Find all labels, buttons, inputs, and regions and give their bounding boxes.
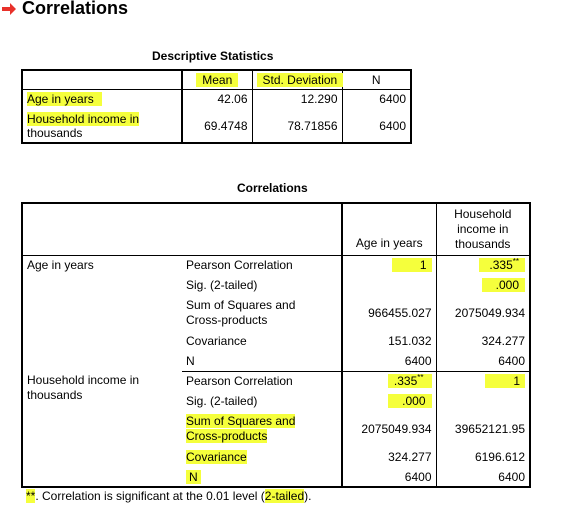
corr-cell-age — [342, 275, 437, 295]
corr-cell-income: 6400 — [436, 351, 531, 372]
stat-label: Sig. (2-tailed) — [182, 275, 343, 295]
desc-row-label: Household income in thousands — [22, 109, 183, 143]
desc-header-n: N — [342, 70, 412, 90]
desc-row-mean: 42.06 — [182, 89, 253, 109]
correlations-caption: Correlations — [237, 181, 308, 195]
corr-cell-income: 324.277 — [436, 331, 531, 351]
corr-cell-income — [436, 391, 531, 411]
desc-row-label: Age in years — [22, 89, 183, 109]
stat-label: Pearson Correlation — [182, 255, 343, 275]
corr-row-variable: Age in years — [27, 257, 94, 272]
corr-cell-age: 324.277 — [342, 447, 437, 467]
descriptive-stats-caption: Descriptive Statistics — [152, 49, 274, 63]
correlations-table: Age in years Household income in thousan… — [21, 202, 531, 488]
stat-label: Pearson Correlation — [182, 371, 343, 391]
desc-row-mean: 69.4748 — [182, 109, 253, 143]
corr-header-age: Age in years — [342, 203, 437, 256]
corr-cell-income: 6196.612 — [436, 447, 531, 467]
desc-header-empty — [22, 70, 183, 90]
corr-cell-age: 151.032 — [342, 331, 437, 351]
desc-header-mean: Mean — [182, 70, 253, 90]
corr-cell-age: 2075049.934 — [342, 411, 437, 447]
desc-row-n: 6400 — [342, 109, 412, 143]
corr-cell-income: .000 — [436, 275, 531, 295]
stat-label: Covariance — [182, 331, 343, 351]
corr-cell-income: 39652121.95 — [436, 411, 531, 447]
page-title: Correlations — [22, 0, 129, 18]
corr-header-empty — [22, 203, 182, 256]
desc-row-sd: 78.71856 — [252, 109, 343, 143]
corr-cell-age: .335** — [342, 371, 437, 391]
stat-label: Sig. (2-tailed) — [182, 391, 343, 411]
footnote: **. Correlation is significant at the 0.… — [26, 489, 312, 503]
corr-cell-age: 6400 — [342, 467, 437, 487]
stat-label: Covariance — [182, 447, 343, 467]
corr-header-empty — [182, 203, 343, 256]
corr-cell-age: 966455.027 — [342, 295, 437, 331]
stat-label: Sum of Squares and Cross-products — [182, 295, 343, 331]
desc-row-n: 6400 — [342, 89, 412, 109]
right-arrow-icon — [2, 3, 16, 15]
corr-cell-income: 6400 — [436, 467, 531, 487]
corr-cell-income: 1 — [436, 371, 531, 391]
corr-cell-age: 1 — [342, 255, 437, 275]
desc-header-std-deviation: Std. Deviation — [252, 70, 344, 90]
corr-header-income: Household income in thousands — [436, 203, 531, 256]
desc-row-sd: 12.290 — [252, 89, 343, 109]
corr-row-variable: Household income in thousands — [27, 373, 140, 402]
corr-cell-income: .335** — [436, 255, 531, 275]
stat-label: N — [182, 351, 343, 372]
corr-cell-age: 6400 — [342, 351, 437, 372]
stat-label: Sum of Squares and Cross-products — [182, 411, 343, 447]
corr-cell-income: 2075049.934 — [436, 295, 531, 331]
descriptive-stats-table: Mean Std. Deviation N Age in years 42.06… — [21, 69, 412, 144]
stat-label: N — [182, 467, 343, 487]
corr-cell-age: .000 — [342, 391, 437, 411]
